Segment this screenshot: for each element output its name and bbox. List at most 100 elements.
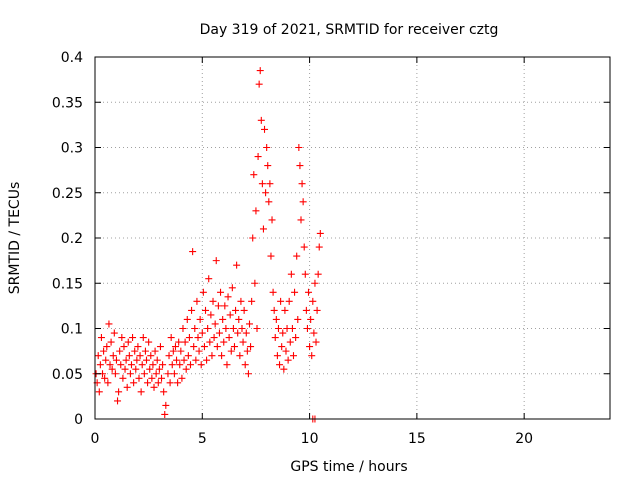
data-point xyxy=(195,347,203,355)
data-point xyxy=(228,284,236,292)
data-point xyxy=(271,334,279,342)
data-point xyxy=(241,361,249,369)
data-point xyxy=(159,361,167,369)
data-point xyxy=(250,171,258,179)
y-tick-label: 0.05 xyxy=(52,367,83,383)
data-point xyxy=(298,180,306,188)
data-point xyxy=(180,356,188,364)
data-point xyxy=(263,144,271,151)
x-tick-label: 5 xyxy=(198,431,207,447)
data-point xyxy=(95,388,103,396)
y-tick-label: 0.4 xyxy=(61,50,83,66)
data-point xyxy=(247,343,255,351)
data-point xyxy=(270,306,278,314)
data-point xyxy=(307,315,315,323)
data-point xyxy=(115,388,123,396)
data-point xyxy=(162,401,170,409)
data-point xyxy=(106,361,114,369)
data-point xyxy=(301,270,309,278)
data-point xyxy=(160,388,168,396)
data-point xyxy=(300,243,308,251)
y-tick-label: 0.25 xyxy=(52,186,83,202)
y-tick-label: 0.3 xyxy=(61,141,83,157)
data-point xyxy=(315,243,323,251)
data-point xyxy=(185,334,193,342)
data-point xyxy=(203,356,211,364)
data-point xyxy=(136,352,144,360)
data-point xyxy=(102,356,110,364)
data-point xyxy=(134,343,142,351)
data-point xyxy=(229,325,237,332)
data-point xyxy=(111,370,119,378)
data-point xyxy=(130,379,138,387)
data-point xyxy=(278,343,286,351)
data-point xyxy=(104,379,112,387)
data-point xyxy=(235,315,243,323)
data-point xyxy=(192,356,200,364)
data-point xyxy=(236,352,244,360)
data-point xyxy=(197,361,205,369)
data-point xyxy=(161,410,169,418)
data-point xyxy=(143,356,150,364)
data-point xyxy=(209,297,217,305)
data-point xyxy=(178,374,186,382)
data-point xyxy=(237,297,245,305)
data-point xyxy=(164,370,172,378)
data-point xyxy=(103,343,111,351)
data-point xyxy=(232,306,240,314)
data-point xyxy=(150,383,158,391)
data-point xyxy=(188,306,196,314)
data-point xyxy=(299,198,307,206)
data-point xyxy=(169,347,177,355)
data-point xyxy=(127,361,135,369)
data-point xyxy=(244,370,252,378)
data-point xyxy=(251,279,259,287)
data-point xyxy=(147,352,155,360)
data-point xyxy=(238,325,246,332)
data-point xyxy=(223,361,231,369)
data-point xyxy=(190,343,198,351)
data-point xyxy=(259,225,267,233)
data-point xyxy=(258,180,266,188)
data-point xyxy=(119,374,127,382)
data-point xyxy=(145,338,153,346)
data-point xyxy=(266,180,274,188)
data-point xyxy=(264,162,272,170)
data-point xyxy=(116,347,124,355)
data-point xyxy=(296,162,304,170)
x-axis-title: GPS time / hours xyxy=(290,459,407,475)
y-tick-label: 0 xyxy=(74,412,83,428)
data-point xyxy=(279,329,287,337)
data-point xyxy=(233,261,241,269)
data-point xyxy=(287,270,295,278)
data-point xyxy=(212,257,220,265)
data-point xyxy=(196,315,204,323)
data-point xyxy=(200,343,208,351)
data-point xyxy=(167,334,175,342)
data-point xyxy=(276,361,284,369)
data-point xyxy=(139,334,147,342)
data-point xyxy=(156,343,164,351)
data-point xyxy=(122,356,130,364)
data-point xyxy=(211,320,219,328)
data-point xyxy=(177,347,185,355)
data-point xyxy=(135,374,143,382)
data-point xyxy=(120,343,128,351)
x-tick-label: 0 xyxy=(91,431,100,447)
data-point xyxy=(218,352,226,360)
data-point xyxy=(101,374,109,382)
data-point xyxy=(183,315,191,323)
data-point xyxy=(230,343,238,351)
data-point xyxy=(308,352,316,360)
data-point xyxy=(208,352,216,360)
data-point xyxy=(215,329,223,337)
data-point xyxy=(107,338,115,346)
data-point xyxy=(254,153,262,161)
data-point xyxy=(182,365,190,373)
data-point xyxy=(265,198,273,206)
data-point xyxy=(289,352,297,360)
data-point xyxy=(214,302,222,310)
data-point xyxy=(207,311,215,319)
data-point xyxy=(288,325,296,332)
